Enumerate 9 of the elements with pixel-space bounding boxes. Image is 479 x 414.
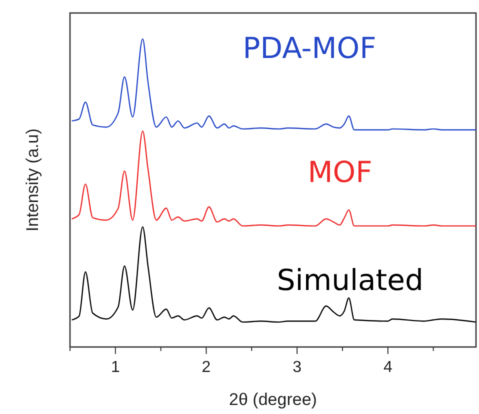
x-tick-label: 1 bbox=[110, 359, 120, 376]
y-axis-title: Intensity (a.u) bbox=[23, 128, 42, 232]
x-tick-label: 2 bbox=[202, 359, 211, 376]
x-tick-label: 3 bbox=[292, 359, 302, 376]
x-tick-label: 4 bbox=[383, 359, 392, 376]
series-label: Simulated bbox=[276, 263, 424, 297]
x-axis-title: 2θ (degree) bbox=[229, 390, 317, 409]
series-label: MOF bbox=[308, 155, 372, 189]
series-label: PDA-MOF bbox=[242, 31, 376, 65]
